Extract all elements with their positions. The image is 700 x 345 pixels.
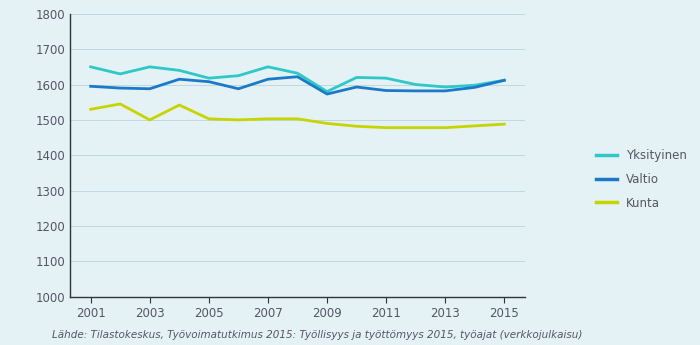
Legend: Yksityinen, Valtio, Kunta: Yksityinen, Valtio, Kunta: [596, 149, 687, 209]
Text: Lähde: Tilastokeskus, Työvoimatutkimus 2015: Työllisyys ja työttömyys 2015, työa: Lähde: Tilastokeskus, Työvoimatutkimus 2…: [52, 330, 583, 340]
